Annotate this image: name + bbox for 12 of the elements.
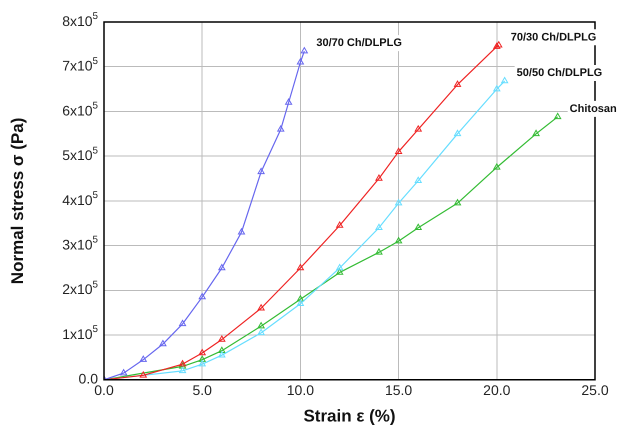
series-label: 50/50 Ch/DLPLG: [516, 67, 602, 80]
x-tick-label: 10.0: [286, 382, 314, 398]
x-tick-label: 15.0: [384, 382, 412, 398]
series-label: Chitosan: [570, 102, 618, 115]
x-tick-label: 0.0: [94, 382, 114, 398]
series-label: 30/70 Ch/DLPLG: [316, 37, 402, 50]
series-label: 70/30 Ch/DLPLG: [510, 31, 596, 44]
y-axis-title: Normal stress σ (Pa): [8, 118, 27, 284]
x-tick-label: 5.0: [192, 382, 212, 398]
x-axis-title: Strain ε (%): [303, 406, 396, 426]
x-tick-label: 25.0: [581, 382, 609, 398]
x-tick-label: 20.0: [483, 382, 511, 398]
